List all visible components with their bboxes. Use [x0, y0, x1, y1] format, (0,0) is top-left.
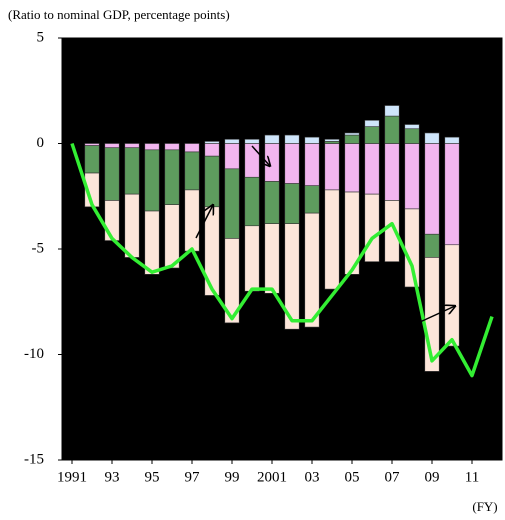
bar-segment — [424, 233, 440, 258]
bar-segment — [104, 147, 120, 201]
bar-segment — [104, 200, 120, 241]
bar-segment — [384, 105, 400, 117]
annotation-arrows — [195, 145, 455, 323]
bar-segment — [84, 143, 100, 146]
x-tick-label: 1991 — [57, 469, 87, 485]
bar-segment — [224, 168, 240, 239]
bar-segment — [144, 143, 160, 151]
bar-segment — [264, 134, 280, 144]
bar-segment — [164, 143, 180, 151]
bar-segment — [364, 126, 380, 144]
bar-segment — [344, 132, 360, 136]
x-tick-label: 93 — [105, 469, 120, 485]
x-tick-label: 07 — [385, 469, 401, 485]
bar-segment — [124, 147, 140, 195]
bar-segment — [204, 155, 220, 208]
x-tick-label: 95 — [145, 469, 160, 485]
bar-segment — [364, 193, 380, 262]
bar-segment — [184, 189, 200, 252]
bar-segment — [284, 134, 300, 144]
bar-segment — [244, 138, 260, 144]
bar-segment — [304, 143, 320, 187]
x-tick-label: 11 — [465, 469, 479, 485]
y-tick-label: -10 — [24, 346, 44, 362]
bar-segment — [404, 143, 420, 210]
bar-segment — [364, 143, 380, 195]
bar-segment — [304, 185, 320, 214]
plot-area: 5 0 -5 -10 -15 1991 93 95 97 99 2001 03 05 07 09 11 — [24, 29, 503, 485]
bar-segment — [124, 143, 140, 149]
y-tick-label: 0 — [37, 135, 45, 151]
bar-segment — [384, 143, 400, 201]
bar-segment — [224, 143, 240, 170]
line — [70, 142, 494, 378]
bar-segment — [84, 145, 100, 174]
x-tick-label: 2001 — [257, 469, 287, 485]
y-tick-label: -5 — [32, 240, 45, 256]
bar-segment — [324, 143, 340, 191]
bar-segment — [404, 208, 420, 288]
bar-segment — [444, 136, 460, 144]
bar-segment — [344, 191, 360, 275]
arrow — [419, 306, 455, 323]
bar-segment — [344, 143, 360, 193]
bar-segment — [204, 141, 220, 144]
bar-segment — [444, 244, 460, 347]
bar-segment — [184, 151, 200, 191]
bar-segment — [204, 143, 220, 157]
bar-segment — [244, 143, 260, 178]
x-tick-label: 99 — [225, 469, 240, 485]
bar-segment — [164, 149, 180, 205]
bar-segment — [364, 119, 380, 127]
bar-segment — [264, 181, 280, 224]
x-tick-label: 05 — [345, 469, 360, 485]
y-tick-label: 5 — [37, 29, 45, 45]
bar-segment — [424, 143, 440, 235]
bar-segment — [324, 138, 340, 142]
bar-segment — [284, 143, 300, 184]
bar-segment — [184, 143, 200, 153]
bar-segment — [244, 176, 260, 227]
bar-segment — [104, 143, 120, 149]
bar-segment — [404, 124, 420, 130]
bar-segment — [244, 225, 260, 292]
bar-segment — [284, 183, 300, 224]
bar-segment — [144, 149, 160, 212]
y-tick-label: -15 — [24, 451, 44, 467]
plot-frame — [61, 37, 503, 461]
bar-segment — [444, 143, 460, 246]
bar-segment — [144, 210, 160, 275]
bar-segment — [324, 141, 340, 144]
bar-segment — [284, 223, 300, 330]
bar-segment — [404, 128, 420, 144]
x-tick-label: 09 — [425, 469, 440, 485]
x-tick-label: 03 — [305, 469, 320, 485]
x-unit: (FY) — [472, 499, 497, 514]
bar-segment — [164, 204, 180, 269]
bar-segment — [304, 212, 320, 328]
bar-segment — [424, 132, 440, 144]
arrow — [195, 205, 213, 239]
bar-segment — [384, 115, 400, 144]
bar-segment — [124, 193, 140, 258]
x-tick-label: 97 — [185, 469, 201, 485]
chart-subtitle: (Ratio to nominal GDP, percentage points… — [8, 7, 230, 22]
bar-segment — [324, 189, 340, 290]
bar-segment — [264, 223, 280, 294]
bar-segment — [224, 138, 240, 144]
bar-segment — [344, 134, 360, 144]
arrow — [251, 145, 270, 166]
bar-segment — [304, 136, 320, 144]
bar-segment — [224, 238, 240, 324]
